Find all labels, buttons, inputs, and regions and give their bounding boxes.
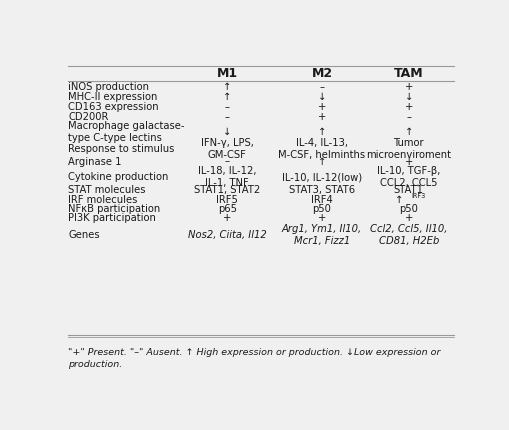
Text: Cytokine production: Cytokine production bbox=[68, 172, 169, 182]
Text: CD200R: CD200R bbox=[68, 112, 109, 122]
Text: STAT1, STAT2: STAT1, STAT2 bbox=[194, 184, 261, 195]
Text: ↑: ↑ bbox=[318, 127, 326, 138]
Text: +: + bbox=[405, 82, 413, 92]
Text: TAM: TAM bbox=[394, 68, 423, 80]
Text: Response to stimulus: Response to stimulus bbox=[68, 144, 175, 154]
Text: M1: M1 bbox=[217, 68, 238, 80]
Text: IL-10, TGF-β,
CCL2, CCL5: IL-10, TGF-β, CCL2, CCL5 bbox=[377, 166, 440, 188]
Text: –: – bbox=[320, 82, 325, 92]
Text: ↓: ↓ bbox=[318, 92, 326, 102]
Text: +: + bbox=[318, 213, 326, 223]
Text: ↑: ↑ bbox=[223, 82, 232, 92]
Text: STAT3, STAT6: STAT3, STAT6 bbox=[289, 184, 355, 195]
Text: IL-10, IL-12(low): IL-10, IL-12(low) bbox=[282, 172, 362, 182]
Text: +: + bbox=[318, 112, 326, 122]
Text: IRF3: IRF3 bbox=[412, 193, 426, 199]
Text: Arginase 1: Arginase 1 bbox=[68, 157, 122, 166]
Text: ↓: ↓ bbox=[223, 127, 232, 138]
Text: +: + bbox=[405, 157, 413, 166]
Text: Genes: Genes bbox=[68, 230, 100, 240]
Text: p50: p50 bbox=[313, 203, 331, 214]
Text: CD163 expression: CD163 expression bbox=[68, 102, 159, 112]
Text: ↑: ↑ bbox=[395, 195, 403, 205]
Text: MHC-II expression: MHC-II expression bbox=[68, 92, 158, 102]
Text: M2: M2 bbox=[312, 68, 332, 80]
Text: Arg1, Ym1, Il10,
Mcr1, Fizz1: Arg1, Ym1, Il10, Mcr1, Fizz1 bbox=[282, 224, 362, 246]
Text: Tumor
microenviroment: Tumor microenviroment bbox=[366, 138, 451, 160]
Text: NFκB participation: NFκB participation bbox=[68, 203, 161, 214]
Text: –: – bbox=[225, 102, 230, 112]
Text: –: – bbox=[225, 157, 230, 166]
Text: Nos2, Ciita, Il12: Nos2, Ciita, Il12 bbox=[188, 230, 267, 240]
Text: IFN-γ, LPS,
GM-CSF: IFN-γ, LPS, GM-CSF bbox=[201, 138, 254, 160]
Text: STAT1: STAT1 bbox=[394, 184, 424, 195]
Text: IRF4: IRF4 bbox=[311, 195, 333, 205]
Text: Macrophage galactase-
type C-type lectins: Macrophage galactase- type C-type lectin… bbox=[68, 121, 185, 143]
Text: –: – bbox=[225, 112, 230, 122]
Text: +: + bbox=[405, 213, 413, 223]
Text: ↑: ↑ bbox=[405, 127, 413, 138]
Text: ↑: ↑ bbox=[223, 92, 232, 102]
Text: +: + bbox=[318, 102, 326, 112]
Text: iNOS production: iNOS production bbox=[68, 82, 149, 92]
Text: +: + bbox=[223, 213, 232, 223]
Text: ↑: ↑ bbox=[318, 157, 326, 166]
Text: STAT molecules: STAT molecules bbox=[68, 184, 146, 195]
Text: IRF5: IRF5 bbox=[216, 195, 238, 205]
Text: PI3K participation: PI3K participation bbox=[68, 213, 156, 223]
Text: p65: p65 bbox=[218, 203, 237, 214]
Text: p50: p50 bbox=[400, 203, 418, 214]
Text: IL-18, IL-12,
IL-1, TNF: IL-18, IL-12, IL-1, TNF bbox=[198, 166, 257, 188]
Text: IRF molecules: IRF molecules bbox=[68, 195, 138, 205]
Text: Ccl2, Ccl5, Il10,
CD81, H2Eb: Ccl2, Ccl5, Il10, CD81, H2Eb bbox=[370, 224, 447, 246]
Text: +: + bbox=[405, 102, 413, 112]
Text: ↓: ↓ bbox=[405, 92, 413, 102]
Text: IL-4, IL-13,
M-CSF, helminths: IL-4, IL-13, M-CSF, helminths bbox=[278, 138, 365, 160]
Text: "+" Present. "–" Ausent. ↑ High expression or production. ↓Low expression or
pro: "+" Present. "–" Ausent. ↑ High expressi… bbox=[68, 348, 441, 369]
Text: –: – bbox=[406, 112, 411, 122]
